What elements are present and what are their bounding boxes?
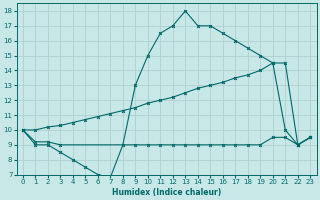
X-axis label: Humidex (Indice chaleur): Humidex (Indice chaleur)	[112, 188, 221, 197]
